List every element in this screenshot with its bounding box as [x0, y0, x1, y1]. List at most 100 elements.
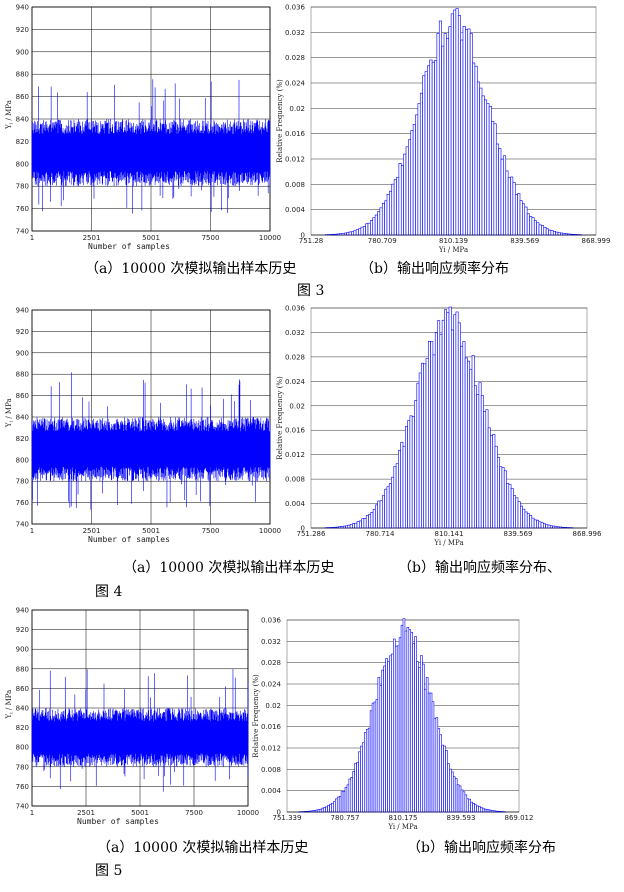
histogram-bar: [486, 103, 490, 236]
histogram-bar: [429, 59, 433, 236]
histogram-bar: [381, 202, 385, 236]
histogram-bar: [348, 231, 352, 236]
histogram-bar: [538, 224, 542, 236]
histogram-bar: [529, 216, 533, 236]
histogram-bar: [510, 488, 514, 529]
history-y-tick: 820: [16, 724, 29, 732]
histogram-bar: [488, 106, 492, 236]
history-y-tick: 840: [16, 705, 29, 713]
histogram-bar: [358, 228, 362, 236]
histogram-bar: [361, 518, 365, 529]
histogram-y-tick: 0.008: [285, 181, 305, 189]
histogram-bar: [443, 33, 447, 236]
histogram-bar: [377, 500, 381, 529]
histogram-chart: 0.036 0.032 0.028 0.024 0.02 0.016 0.012 0.008 0…: [252, 617, 533, 832]
history-y-tick: 780: [16, 763, 29, 771]
history-y-tick: 820: [16, 435, 29, 443]
histogram-bar: [549, 525, 553, 529]
histogram-bar: [432, 354, 436, 529]
histogram-x-tick: 839.569: [510, 237, 539, 245]
histogram-bar: [529, 515, 533, 529]
histogram-bar: [550, 230, 554, 236]
histogram-bar: [384, 200, 388, 236]
history-y-tick: 920: [16, 26, 29, 34]
histogram-y-tick: 0.004: [285, 206, 306, 214]
histogram-bar: [543, 226, 547, 236]
history-y-tick: 760: [16, 783, 29, 791]
histogram-bar: [351, 231, 355, 236]
histogram-bar: [494, 445, 498, 529]
histogram-chart: 0.036 0.032 0.028 0.024 0.02 0.016 0.012 0.008 0…: [276, 4, 610, 255]
histogram-x-tick: 839.569: [504, 530, 533, 538]
histogram-bar: [379, 500, 383, 529]
history-x-axis-label: Number of samples: [88, 535, 170, 544]
history-x-tick: 7500: [202, 527, 220, 535]
histogram-x-tick: 810.139: [439, 237, 468, 245]
histogram-bar: [455, 8, 459, 236]
histogram-y-tick: 0.004: [261, 787, 282, 795]
histogram-bar: [483, 411, 487, 529]
histogram-bar: [499, 466, 503, 529]
histogram-bar: [444, 309, 447, 529]
histogram-bar: [498, 148, 502, 236]
histogram-bar: [476, 81, 480, 236]
histogram-x-tick: 751.28: [299, 237, 324, 245]
histogram-bar: [425, 358, 429, 529]
histogram-bar: [460, 345, 464, 529]
histogram-bar: [409, 415, 413, 529]
history-x-tick: 5001: [142, 527, 160, 535]
histogram-bar: [495, 143, 499, 236]
histogram-bar: [469, 33, 473, 236]
histogram-bar: [446, 312, 450, 529]
histogram-bar: [455, 311, 459, 529]
histogram-bar: [552, 525, 556, 529]
histogram-bar: [476, 394, 480, 529]
histogram-bar: [462, 341, 466, 529]
histogram-x-tick: 780.709: [368, 237, 397, 245]
history-signal-series: [31, 372, 271, 510]
histogram-bar: [519, 505, 523, 529]
histogram-y-tick: 0.032: [285, 329, 305, 337]
histogram-bar: [430, 341, 434, 529]
y-axis-label: Yi / MPa: [5, 398, 15, 428]
histogram-bar: [496, 456, 500, 529]
histogram-bar: [431, 61, 435, 236]
y-axis-label: Relative Frequency (%): [276, 79, 284, 163]
histogram-bar: [407, 420, 411, 529]
histogram-bar: [408, 139, 412, 236]
histogram-bar: [386, 486, 390, 529]
history-y-tick: 760: [16, 205, 29, 213]
histogram-bar: [491, 120, 495, 236]
history-y-tick: 820: [16, 138, 29, 146]
histogram-bar: [410, 130, 414, 236]
histogram-bar: [469, 368, 473, 529]
histogram-bar: [545, 524, 549, 529]
history-x-axis-label: Number of samples: [77, 817, 159, 826]
history-y-tick: 780: [16, 183, 29, 191]
histogram-bar: [552, 230, 556, 236]
history-x-tick: 2501: [83, 234, 101, 242]
histogram-bar: [352, 523, 355, 529]
histogram-y-tick: 0.024: [285, 80, 306, 88]
histogram-bar: [356, 521, 360, 529]
histogram-bar: [381, 495, 385, 529]
histogram-bar: [402, 445, 406, 529]
histogram-bar: [533, 220, 537, 236]
history-y-tick: 860: [16, 685, 29, 693]
histogram-bar: [384, 488, 388, 529]
histogram-bar: [400, 441, 404, 529]
histogram-bar: [481, 95, 485, 236]
histogram-bar: [370, 220, 374, 236]
histogram-bar: [515, 497, 519, 529]
histogram-x-tick: 780.714: [366, 530, 395, 538]
histogram-bar: [418, 372, 422, 529]
history-y-tick: 840: [16, 414, 29, 422]
histogram-bar: [354, 522, 358, 529]
histogram-bar: [464, 357, 468, 529]
histogram-bar: [503, 470, 507, 529]
histogram-y-tick: 0.012: [261, 745, 281, 753]
history-x-tick: 2501: [77, 809, 95, 817]
histogram-bar: [545, 228, 549, 236]
histogram-bar: [450, 13, 454, 236]
